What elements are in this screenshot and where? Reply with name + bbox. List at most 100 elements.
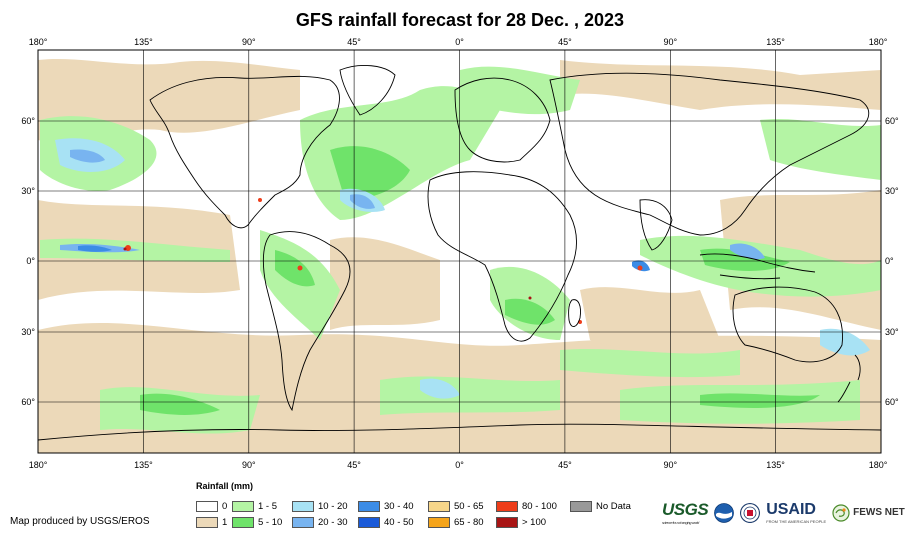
legend-label: 40 - 50 (384, 516, 414, 528)
legend-label: 65 - 80 (454, 516, 484, 528)
legend-label: No Data (596, 500, 631, 512)
top-axis-labels: 180° 135° 90° 45° 0° 45° 90° 135° 180° (29, 37, 888, 47)
bottom-lon-label: 90° (663, 460, 677, 470)
rain-over-100mm-2 (528, 296, 532, 300)
rain-80-100mm-4 (258, 198, 262, 202)
north-america-outline (149, 75, 340, 229)
rain-1mm-indian-ocean (580, 287, 720, 352)
rain-80-100mm-1 (125, 245, 131, 251)
legend-label: 50 - 65 (454, 500, 484, 512)
top-lon-label: 0° (455, 37, 464, 47)
legend-swatch (496, 516, 518, 528)
legend-swatch (232, 516, 254, 528)
rain-5-10mm-north-atlantic (330, 146, 410, 200)
rain-1-5mm-south-indian (560, 348, 740, 378)
europe-outline (454, 77, 551, 163)
rain-5-10mm-southern-africa (505, 298, 555, 325)
antarctica-outline (38, 423, 881, 441)
madagascar-outline (568, 299, 581, 327)
legend-swatch (196, 516, 218, 528)
fews-net-globe-icon (832, 503, 850, 522)
bottom-lon-label: 90° (242, 460, 256, 470)
new-zealand-outline (837, 354, 861, 403)
top-lon-label: 45° (558, 37, 572, 47)
top-lon-label: 135° (766, 37, 785, 47)
fews-net-logo: FEWS NET (832, 503, 905, 522)
legend-label: 1 (222, 516, 228, 528)
rain-10-20mm-south-pacific (820, 328, 870, 356)
partner-logos: USGS science for a changing world USAID … (662, 500, 905, 525)
left-lat-label: 60° (21, 397, 35, 407)
usaid-logo-text: USAID (766, 501, 816, 518)
bottom-axis-labels: 180° 135° 90° 45° 0° 45° 90° 135° 180° (29, 460, 888, 470)
legend-item: 1 (196, 516, 227, 528)
left-axis-labels: 60° 30° 0° 30° 60° (21, 116, 35, 407)
rain-over-100mm-1 (123, 247, 127, 251)
bottom-lon-label: 45° (558, 460, 572, 470)
right-lat-label: 30° (885, 327, 899, 337)
legend-label: 30 - 40 (384, 500, 414, 512)
right-lat-label: 60° (885, 397, 899, 407)
map-credit: Map produced by USGS/EROS (10, 516, 150, 527)
map-title: GFS rainfall forecast for 28 Dec. , 2023 (295, 10, 625, 30)
usaid-seal-icon (740, 502, 761, 523)
legend-item: 1 - 5 (232, 500, 277, 512)
bottom-lon-label: 45° (347, 460, 361, 470)
legend-item: 5 - 10 (232, 516, 282, 528)
legend-swatch (292, 516, 314, 528)
bottom-lon-label: 0° (455, 460, 464, 470)
legend-item: 30 - 40 (358, 500, 414, 512)
legend-swatch (196, 500, 218, 512)
left-lat-label: 0° (26, 256, 35, 266)
legend-item: 80 - 100 (496, 500, 557, 512)
rain-1mm-atlantic (330, 237, 440, 330)
left-lat-label: 60° (21, 116, 35, 126)
rain-80-100mm-3 (637, 265, 643, 271)
graticule (37, 50, 882, 453)
legend-item: 65 - 80 (428, 516, 484, 528)
top-lon-label: 45° (347, 37, 361, 47)
australia-outline (732, 286, 843, 363)
legend-item: 50 - 65 (428, 500, 484, 512)
legend-swatch (358, 500, 380, 512)
left-lat-label: 30° (21, 186, 35, 196)
top-lon-label: 90° (242, 37, 256, 47)
legend-label: 1 - 5 (258, 500, 278, 512)
bottom-lon-label: 135° (134, 460, 153, 470)
rain-10-20mm-south-atlantic (420, 378, 460, 399)
rain-5-10mm-south-pacific (140, 393, 220, 415)
noaa-seal-icon (714, 502, 735, 523)
legend-item: 20 - 30 (292, 516, 348, 528)
left-lat-label: 30° (21, 327, 35, 337)
rain-20-30mm-indonesia (730, 243, 765, 260)
bottom-lon-label: 180° (869, 460, 888, 470)
rain-1-5mm-southern-ocean-2 (380, 376, 560, 415)
right-lat-label: 30° (885, 186, 899, 196)
legend-item: 0 (196, 500, 227, 512)
south-america-outline (262, 231, 351, 412)
legend-label: 0 (222, 500, 228, 512)
rain-5-10mm-amazon (275, 250, 315, 287)
usaid-logo: USAID FROM THE AMERICAN PEOPLE (766, 501, 826, 524)
legend-label: 5 - 10 (258, 516, 283, 528)
rain-20-30mm-atlantic (350, 194, 375, 209)
rain-5-10mm-southern-ocean (700, 393, 820, 408)
usgs-tagline: science for a changing world (662, 520, 699, 525)
legend-title: Rainfall (mm) (196, 481, 254, 491)
bottom-lon-label: 135° (766, 460, 785, 470)
right-axis-labels: 60° 30° 0° 30° 60° (885, 116, 899, 407)
asia-outline (549, 72, 870, 236)
top-lon-label: 180° (29, 37, 48, 47)
legend-label: 10 - 20 (318, 500, 348, 512)
usgs-logo: USGS science for a changing world (662, 500, 709, 525)
continent-outlines (38, 64, 881, 441)
bottom-lon-label: 180° (29, 460, 48, 470)
usgs-logo-text: USGS (662, 500, 709, 519)
legend-swatch (428, 500, 450, 512)
rain-80-100mm-2 (297, 265, 303, 271)
rain-30-40mm-1 (78, 245, 112, 252)
indonesia-outline (699, 253, 816, 280)
legend-swatch (358, 516, 380, 528)
usaid-tagline: FROM THE AMERICAN PEOPLE (766, 519, 827, 524)
